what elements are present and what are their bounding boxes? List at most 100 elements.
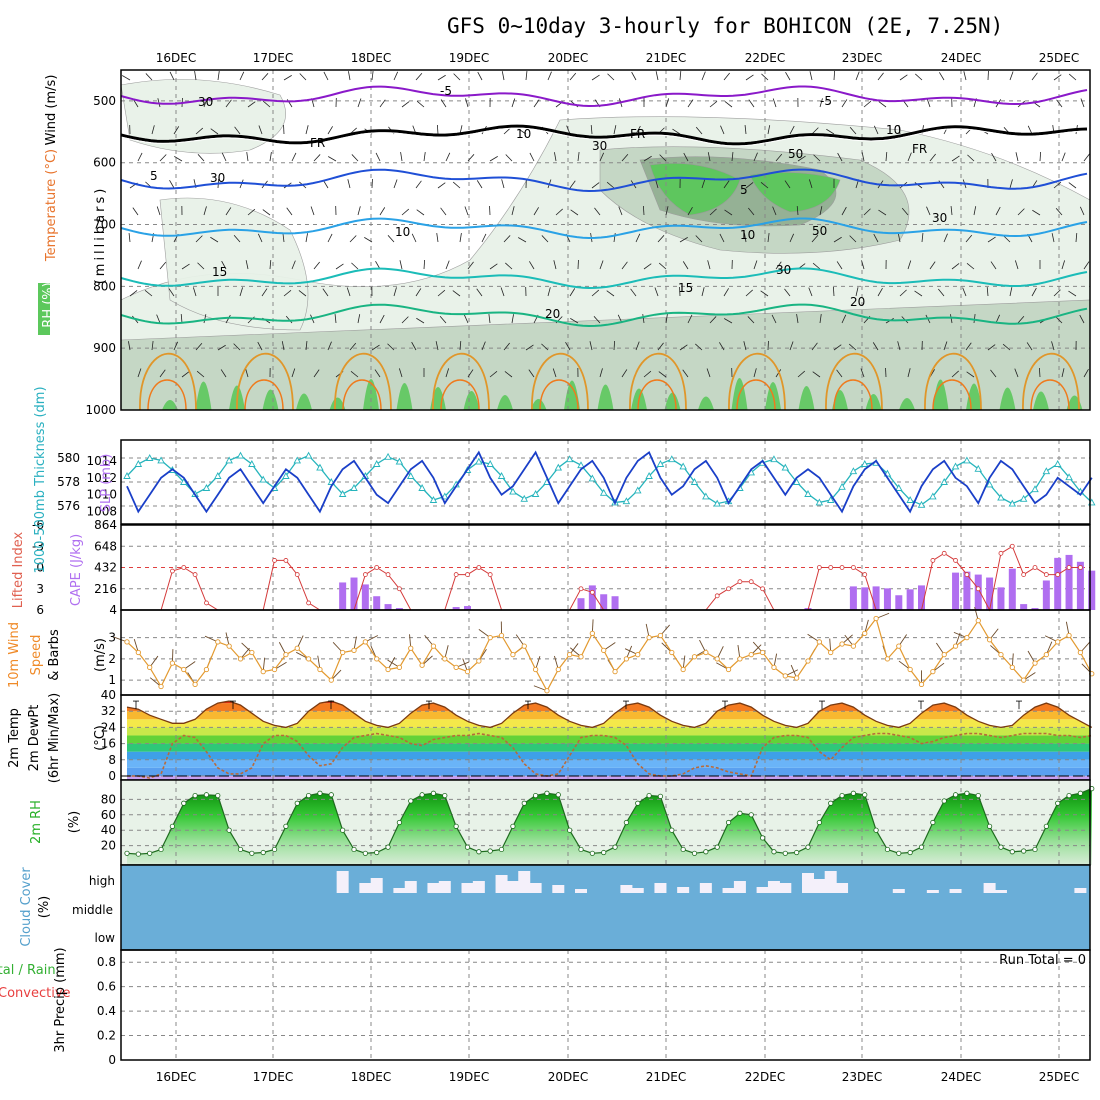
rh-tick-40: 40 [101,823,116,837]
rh2m-point [135,851,141,857]
thickness-point [1042,467,1051,475]
cape-bar-74 [963,571,971,610]
thickness-point [316,463,324,471]
isotherm-25-2 [334,352,392,411]
thickness-slp-panel: 580 578 576 1014 1012 1010 1008 [57,439,1096,525]
day-bottom-16DEC: 16DEC [156,1070,196,1084]
thickness-point [520,494,529,502]
barb [618,206,623,216]
wind10m-point [476,658,482,664]
slp-tick-1012: 1012 [86,471,117,485]
thickness-point [441,492,449,500]
barb [168,288,175,297]
barb [416,209,425,216]
barb [744,233,747,243]
ylabel-rh2m-units: (%) [67,811,82,834]
barb [327,233,333,243]
barb [122,75,131,81]
rh-spike-26 [1033,391,1049,410]
barb [503,342,510,351]
ylabel-precip-total: Total / Rain [0,963,56,978]
barb [436,124,439,135]
lifted-cape-panel: -6 -3 0 3 6 864 648 432 216 4 [32,518,1096,617]
press-tick-700: 700 [93,218,116,232]
cape-bar-85 [1088,570,1096,610]
thickness-point [951,462,960,470]
barb [1002,343,1011,351]
cloud-high-bar-60 [802,873,814,893]
wind10m-point [1009,664,1015,671]
barb [1075,232,1078,243]
barb [357,206,361,216]
cape-bar-80 [1031,608,1039,610]
barb [950,206,953,216]
isotherm-25-6 [728,352,786,411]
barb [963,71,967,81]
wind10m-point [567,651,573,658]
wind10m-point [828,649,834,656]
barb [897,341,901,351]
barb [197,154,205,162]
barb [459,233,462,243]
lifted-point [294,572,300,577]
day-bottom-25DEC: 25DEC [1039,1070,1079,1084]
barb [724,318,733,324]
rh-spike-16 [698,396,714,410]
barb [635,233,641,243]
barb [233,343,241,351]
barb [452,181,461,189]
rh2m-point [476,849,482,855]
barb [137,260,142,270]
thickness-point [531,490,540,497]
barb [181,263,190,270]
rh2m-point [691,850,698,856]
rh2m-point [896,850,902,856]
barb [262,100,271,108]
lifted-point [1021,572,1027,577]
barb [217,71,220,81]
thickness-point [395,457,404,465]
cloud-high-bar-22 [370,878,383,893]
barb [808,179,813,189]
barb [500,287,505,297]
cloud-high-bar-27 [427,883,440,893]
cross-section-panel: 500 600 700 800 900 1000 -5 -5 FR FR FR 5 5 10 10 15 15 2… [38,69,1091,417]
barb [914,290,923,297]
isotherm-30-2 [342,379,382,411]
thickness-point [985,480,994,488]
thickness-point [259,475,267,483]
barb [305,341,308,351]
rh2m-point [340,827,346,833]
thickness-point [633,486,642,494]
barb [1015,152,1019,162]
lifted-point [453,572,459,577]
barb [990,369,997,378]
rh2m-point [215,792,221,799]
barb [569,288,576,297]
ylabel-wind10m-1: 10m Wind [7,622,22,688]
barb [943,341,948,351]
barb [570,209,579,216]
wind10m-point [328,677,334,683]
barb [951,155,960,162]
barb [401,316,409,324]
barb [1061,260,1066,270]
rh2m-point [759,835,766,841]
barb [511,98,516,108]
lifted-point [487,572,493,577]
lifted-point [851,565,856,570]
precip-panel: 0.8 0.6 0.4 0.2 0 [97,949,1091,1067]
slp-tick-1014: 1014 [86,454,117,468]
barb [489,156,498,162]
rh2m-point [884,846,891,853]
barb [350,371,359,378]
cape-tick-432: 432 [94,561,117,575]
barb [257,233,263,243]
barb [481,341,486,351]
barb [695,126,703,135]
barb [437,289,446,297]
rh-label-1: 10 [516,127,531,141]
wind10m-point [1032,660,1038,666]
barb [819,314,822,324]
lifted-point [998,550,1004,556]
